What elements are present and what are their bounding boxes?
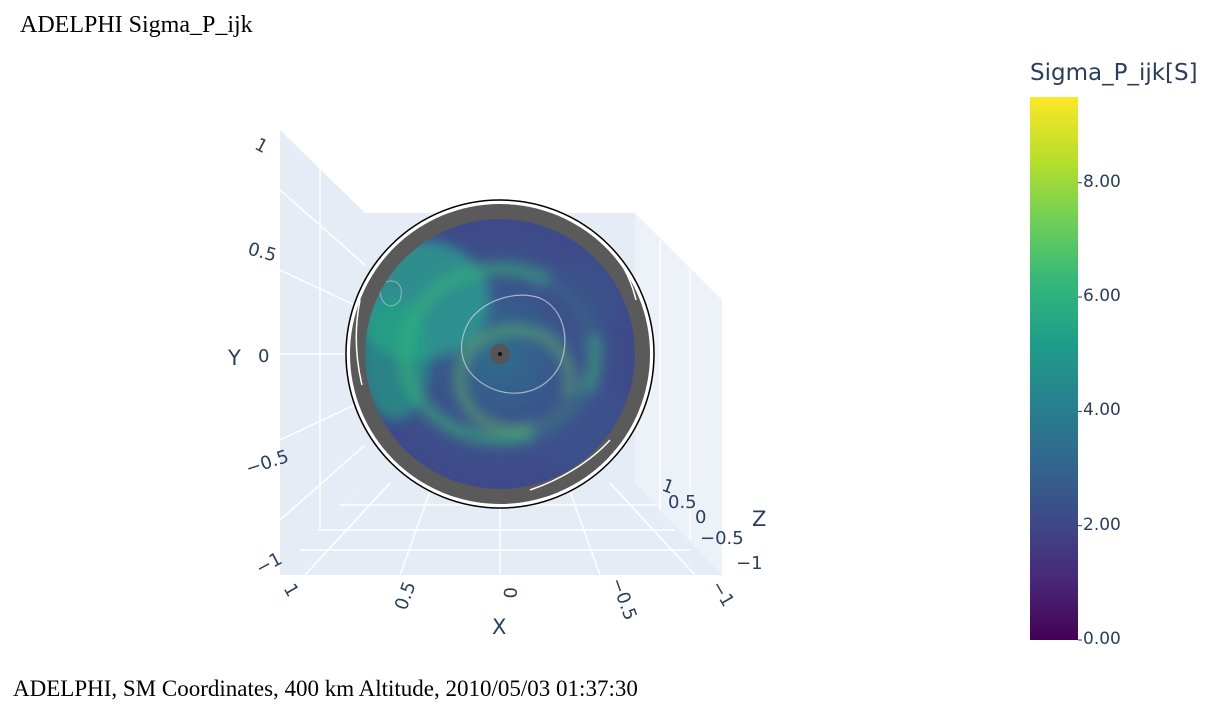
z-axis: 1 0.5 0 −0.5 −1 Z: [659, 475, 767, 574]
z-tick-label: −0.5: [700, 528, 744, 549]
x-tick-label: 1: [279, 580, 303, 600]
y-tick-label: 0.5: [246, 239, 279, 267]
chart-title: ADELPHI Sigma_P_ijk: [20, 12, 253, 38]
colorbar-tick-label: 0.00: [1083, 629, 1121, 649]
colorbar[interactable]: [1030, 97, 1078, 640]
z-tick-label: 0.5: [668, 492, 697, 513]
pole-center: [498, 352, 502, 356]
colorbar-ticks: [1078, 182, 1082, 641]
x-tick-label: −0.5: [606, 575, 641, 623]
colorbar-tick-label: 8.00: [1083, 171, 1121, 192]
floor-pane: [280, 483, 722, 575]
colorbar-title: Sigma_P_ijk[S]: [1030, 60, 1198, 86]
x-tick-label: 0.5: [391, 579, 421, 613]
colorbar-tick-label: 4.00: [1083, 400, 1121, 421]
x-axis: 1 0.5 0 −0.5 −1 X: [279, 575, 738, 639]
x-axis-title: X: [492, 615, 506, 639]
z-pane: [635, 213, 722, 575]
z-tick-label: 0: [695, 507, 706, 528]
y-axis-title: Y: [227, 346, 241, 370]
y-tick-label: 0: [258, 346, 269, 367]
footer-caption: ADELPHI, SM Coordinates, 400 km Altitude…: [13, 676, 638, 701]
colorbar-tick-label: 6.00: [1083, 286, 1121, 307]
x-tick-label: 0: [499, 587, 520, 598]
z-tick-label: −1: [736, 553, 763, 574]
colorbar-tick-label: 2.00: [1083, 514, 1121, 535]
z-axis-title: Z: [752, 507, 766, 531]
surface-sphere[interactable]: [345, 199, 655, 509]
coastline-contour: [461, 294, 566, 394]
sphere-coast-edge: [355, 244, 637, 491]
y-tick-label: 1: [251, 134, 271, 158]
coastline-contour: [379, 280, 402, 307]
x-tick-label: −1: [707, 577, 738, 610]
